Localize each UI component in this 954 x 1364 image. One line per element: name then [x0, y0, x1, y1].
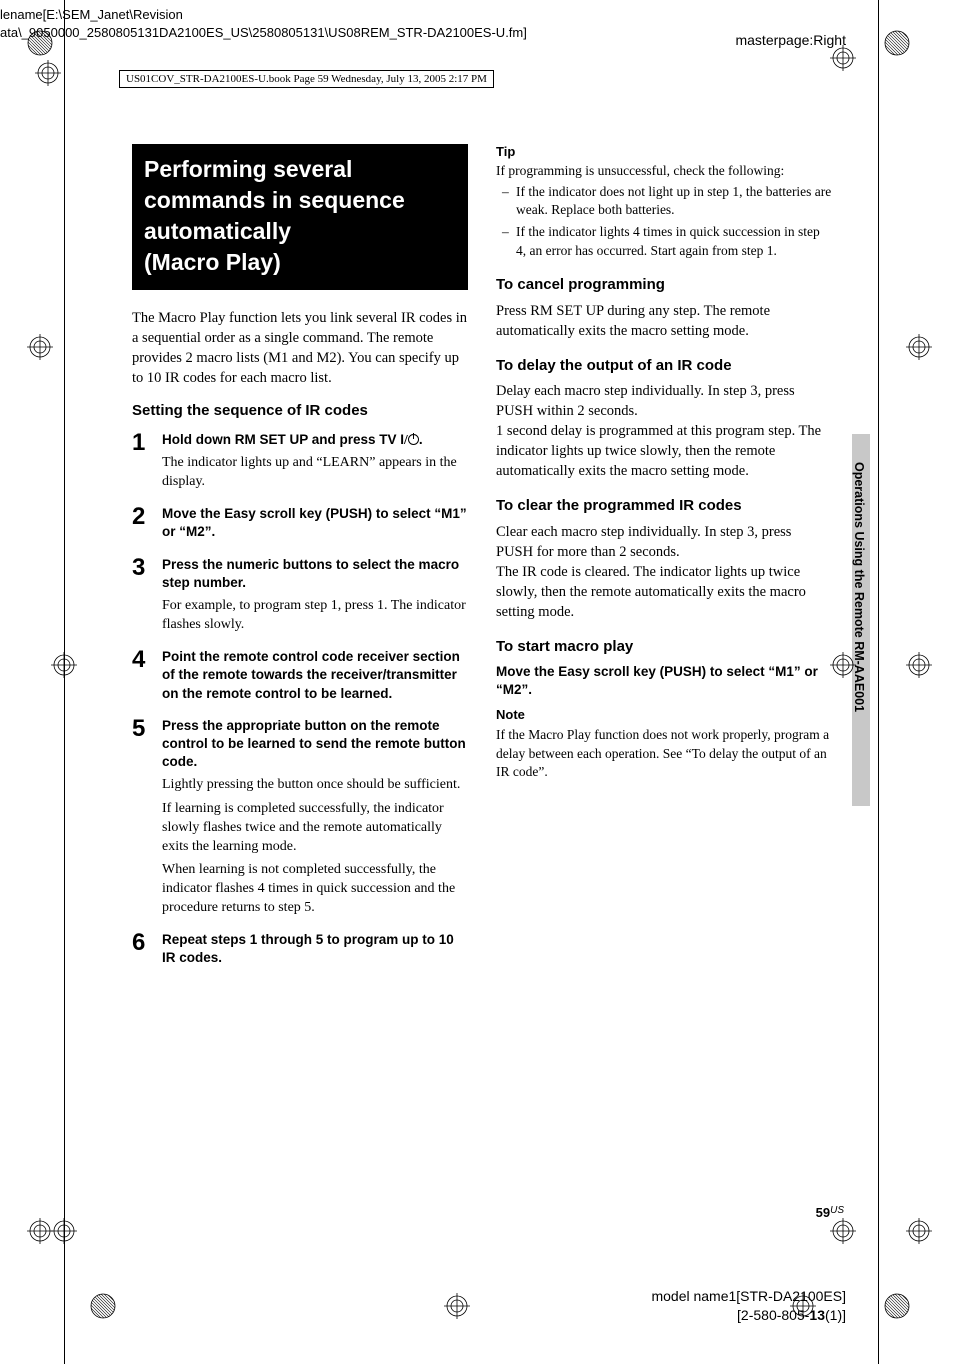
cancel-text: Press RM SET UP during any step. The rem… [496, 301, 832, 341]
note-heading: Note [496, 707, 832, 722]
file-path-line2: ata\_9050000_2580805131DA2100ES_US\25808… [0, 24, 527, 42]
registration-cross-icon [35, 60, 61, 86]
step-number: 2 [132, 505, 150, 529]
step-text: Lightly pressing the button once should … [162, 775, 468, 794]
step-number: 4 [132, 648, 150, 672]
footer-line1: model name1[STR-DA2100ES] [651, 1287, 846, 1307]
book-info-box: US01COV_STR-DA2100ES-U.book Page 59 Wedn… [119, 70, 494, 88]
step-number: 3 [132, 556, 150, 580]
header-file-path: lename[E:\SEM_Janet\Revision ata\_905000… [0, 6, 527, 41]
step-text: For example, to program step 1, press 1.… [162, 596, 468, 634]
registration-shade-icon [884, 1293, 910, 1319]
tip-heading: Tip [496, 144, 832, 159]
clear-text: Clear each macro step individually. In s… [496, 522, 832, 622]
step-title: Hold down RM SET UP and press TV I/. [162, 431, 468, 449]
crop-line-right [878, 0, 879, 1364]
left-column: Performing several commands in sequence … [132, 144, 468, 981]
registration-cross-icon [906, 652, 932, 678]
registration-cross-icon [830, 1218, 856, 1244]
step-number: 5 [132, 717, 150, 741]
file-path-line1: lename[E:\SEM_Janet\Revision [0, 6, 527, 24]
step-title: Point the remote control code receiver s… [162, 648, 468, 703]
step-title: Move the Easy scroll key (PUSH) to selec… [162, 505, 468, 541]
start-bold-text: Move the Easy scroll key (PUSH) to selec… [496, 663, 832, 699]
step-text: The indicator lights up and “LEARN” appe… [162, 453, 468, 491]
registration-cross-icon [51, 652, 77, 678]
step-number: 6 [132, 931, 150, 955]
step-3: 3 Press the numeric buttons to select th… [132, 556, 468, 639]
footer-model-info: model name1[STR-DA2100ES] [2-580-805-13(… [651, 1287, 846, 1326]
note-text: If the Macro Play function does not work… [496, 726, 832, 781]
step-title: Press the numeric buttons to select the … [162, 556, 468, 592]
step-title: Repeat steps 1 through 5 to program up t… [162, 931, 468, 967]
step-number: 1 [132, 431, 150, 455]
subhead-delay: To delay the output of an IR code [496, 357, 832, 376]
step-text: When learning is not completed successfu… [162, 860, 468, 917]
page-title: Performing several commands in sequence … [132, 144, 468, 290]
subhead-start: To start macro play [496, 638, 832, 657]
tip-lead-text: If programming is unsuccessful, check th… [496, 163, 832, 179]
registration-cross-icon [790, 1293, 816, 1319]
delay-text: Delay each macro step individually. In s… [496, 381, 832, 481]
intro-paragraph: The Macro Play function lets you link se… [132, 308, 468, 388]
registration-shade-icon [27, 30, 53, 56]
registration-cross-icon [27, 1218, 53, 1244]
registration-cross-icon [830, 652, 856, 678]
crop-line-left [64, 0, 65, 1364]
subhead-cancel: To cancel programming [496, 276, 832, 295]
step-2: 2 Move the Easy scroll key (PUSH) to sel… [132, 505, 468, 545]
registration-cross-icon [51, 1218, 77, 1244]
tip-list: If the indicator does not light up in st… [496, 183, 832, 260]
registration-cross-icon [906, 334, 932, 360]
power-icon [408, 434, 419, 445]
step-4: 4 Point the remote control code receiver… [132, 648, 468, 707]
registration-cross-icon [906, 1218, 932, 1244]
section-heading-sequence: Setting the sequence of IR codes [132, 402, 468, 421]
tip-item: If the indicator does not light up in st… [516, 183, 832, 219]
right-column: Tip If programming is unsuccessful, chec… [496, 144, 832, 981]
step-1: 1 Hold down RM SET UP and press TV I/. T… [132, 431, 468, 495]
registration-cross-icon [444, 1293, 470, 1319]
registration-cross-icon [27, 334, 53, 360]
registration-shade-icon [90, 1293, 116, 1319]
step-6: 6 Repeat steps 1 through 5 to program up… [132, 931, 468, 971]
step-title: Press the appropriate button on the remo… [162, 717, 468, 772]
page-content: Performing several commands in sequence … [132, 144, 832, 981]
footer-line2: [2-580-805-13(1)] [651, 1306, 846, 1326]
registration-cross-icon [830, 45, 856, 71]
registration-shade-icon [884, 30, 910, 56]
step-text: If learning is completed successfully, t… [162, 799, 468, 856]
subhead-clear: To clear the programmed IR codes [496, 497, 832, 516]
steps-list: 1 Hold down RM SET UP and press TV I/. T… [132, 431, 468, 971]
step-5: 5 Press the appropriate button on the re… [132, 717, 468, 921]
step-body: Hold down RM SET UP and press TV I/. The… [162, 431, 468, 495]
tip-item: If the indicator lights 4 times in quick… [516, 223, 832, 259]
